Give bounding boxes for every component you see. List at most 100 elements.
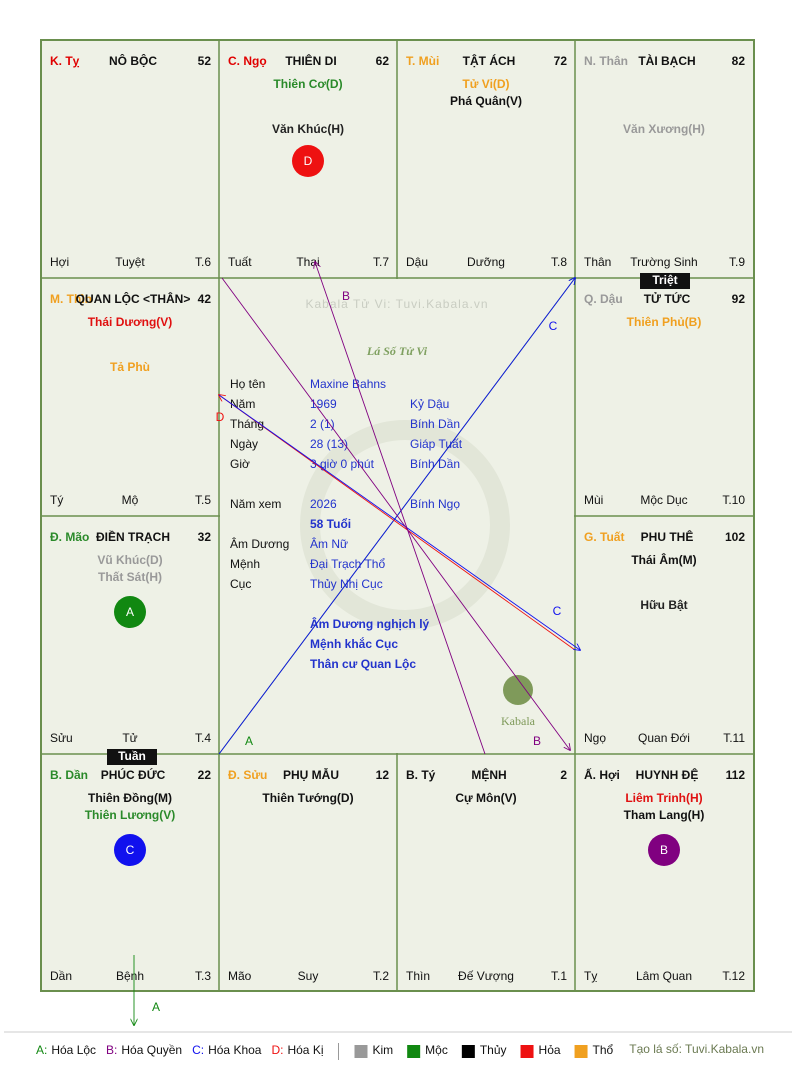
legend-key: D:: [271, 1043, 283, 1057]
legend-swatch: [354, 1045, 368, 1058]
info-text: Bính Dần: [410, 457, 460, 471]
palace-bottom: Tý: [50, 493, 63, 507]
palace-name: TỬ TỨC: [644, 291, 691, 306]
tag-label: Tuần: [118, 749, 146, 763]
palace-bottom: Mão: [228, 969, 252, 983]
palace-bottom: Thân: [584, 255, 611, 269]
palace-name: HUYNH ĐỆ: [636, 767, 699, 782]
center-title: Lá Số Tử Vi: [366, 344, 428, 358]
palace-branch: K. Tỵ: [50, 54, 80, 68]
transform-badge-label: D: [304, 154, 313, 168]
info-text: 2 (1): [310, 417, 335, 431]
main-star: Tử Vi(D): [462, 77, 509, 91]
info-note: Mệnh khắc Cục: [310, 636, 398, 651]
palace-branch: C. Ngọ: [228, 54, 267, 68]
palace-bottom: T.1: [551, 969, 567, 983]
watermark: Kabala Tử Vi: Tuvi.Kabala.vn: [305, 297, 488, 311]
palace-name: PHU THÊ: [641, 529, 694, 544]
palace-bottom: Trường Sinh: [630, 255, 697, 269]
legend-element: Mộc: [425, 1043, 448, 1057]
palace-name: MỆNH: [471, 767, 506, 782]
palace-bottom: T.12: [722, 969, 745, 983]
info-text: Giờ: [230, 457, 250, 471]
palace-bottom: Quan Đới: [638, 731, 690, 745]
palace-bottom: Hợi: [50, 255, 69, 269]
palace-number: 102: [725, 530, 745, 544]
legend-text: Hóa Kị: [287, 1043, 323, 1057]
palace-bottom: Tuyệt: [115, 255, 145, 269]
palace-branch: Đ. Mão: [50, 530, 89, 544]
main-star: Thái Âm(M): [631, 552, 696, 567]
arrow-label: C: [549, 319, 558, 333]
tag-label: Triệt: [652, 273, 677, 287]
palace-bottom: T.5: [195, 493, 211, 507]
info-text: Âm Nữ: [310, 536, 348, 551]
palace-bottom: Dậu: [406, 255, 428, 269]
legend-swatch: [407, 1045, 421, 1058]
palace-name: QUAN LỘC <THÂN>: [76, 291, 191, 306]
main-star: Liêm Trinh(H): [625, 791, 702, 805]
minor-star: Tả Phù: [110, 360, 150, 374]
info-note: Âm Dương nghịch lý: [310, 616, 430, 631]
arrow-label: A: [152, 1000, 160, 1014]
palace-bottom: T.10: [722, 493, 745, 507]
info-text: 58 Tuổi: [310, 517, 351, 531]
legend-text: Hóa Quyền: [121, 1043, 182, 1057]
palace-bottom: Thìn: [406, 969, 430, 983]
palace-name: TẬT ÁCH: [463, 53, 516, 68]
minor-star: Văn Khúc(H): [272, 122, 344, 136]
main-star: Cự Môn(V): [455, 791, 516, 805]
palace-bottom: Bệnh: [116, 969, 144, 983]
center-emblem: [300, 420, 510, 630]
info-text: Âm Dương: [230, 536, 289, 551]
palace-number: 112: [726, 768, 746, 782]
main-star: Vũ Khúc(D): [97, 553, 162, 567]
transform-badge-label: A: [126, 605, 134, 619]
palace-branch: N. Thân: [584, 54, 628, 68]
info-text: Maxine Bahns: [310, 377, 386, 391]
legend-swatch: [520, 1045, 534, 1058]
info-text: Họ tên: [230, 377, 265, 391]
legend-key: C:: [192, 1043, 204, 1057]
palace-branch: G. Tuất: [584, 530, 624, 544]
legend-element: Thủy: [480, 1043, 507, 1057]
main-star: Thiên Lương(V): [85, 808, 176, 822]
info-text: Giáp Tuất: [410, 437, 463, 451]
palace-bottom: Tỵ: [584, 969, 597, 983]
palace-bottom: T.3: [195, 969, 211, 983]
transform-badge-label: B: [660, 843, 668, 857]
palace-bottom: Thai: [296, 255, 319, 269]
info-text: Tháng: [230, 417, 264, 431]
palace-name: PHÚC ĐỨC: [101, 767, 166, 782]
palace-branch: Q. Dậu: [584, 292, 623, 306]
palace-number: 32: [198, 530, 212, 544]
info-text: 2026: [310, 497, 337, 511]
palace-name: NÔ BỘC: [109, 53, 157, 68]
palace-bottom: Dưỡng: [467, 255, 505, 269]
logo-mark: [503, 675, 533, 705]
arrow: [219, 395, 576, 651]
arrow-label: B: [342, 289, 350, 303]
arrow-label: C: [553, 604, 562, 618]
legend-element: Kim: [373, 1043, 394, 1057]
palace-bottom: T.8: [551, 255, 567, 269]
palace-number: 92: [732, 292, 746, 306]
arrow-label: B: [533, 734, 541, 748]
palace-number: 62: [376, 54, 390, 68]
palace-number: 72: [554, 54, 568, 68]
info-text: 28 (13): [310, 437, 348, 451]
minor-star: Văn Xương(H): [623, 122, 705, 136]
minor-star: Hữu Bật: [640, 598, 687, 612]
info-text: Năm: [230, 397, 255, 411]
legend-key: A:: [36, 1043, 47, 1057]
palace-name: PHỤ MẪU: [283, 767, 339, 782]
info-text: 1969: [310, 397, 337, 411]
main-star: Thiên Tướng(D): [262, 791, 353, 805]
palace-bottom: T.4: [195, 731, 211, 745]
tag-box: [107, 749, 157, 765]
palace-branch: B. Tý: [406, 768, 436, 782]
palace-bottom: Đế Vượng: [458, 969, 514, 983]
transform-badge-label: C: [126, 843, 135, 857]
palace-bottom: T.11: [723, 731, 745, 745]
